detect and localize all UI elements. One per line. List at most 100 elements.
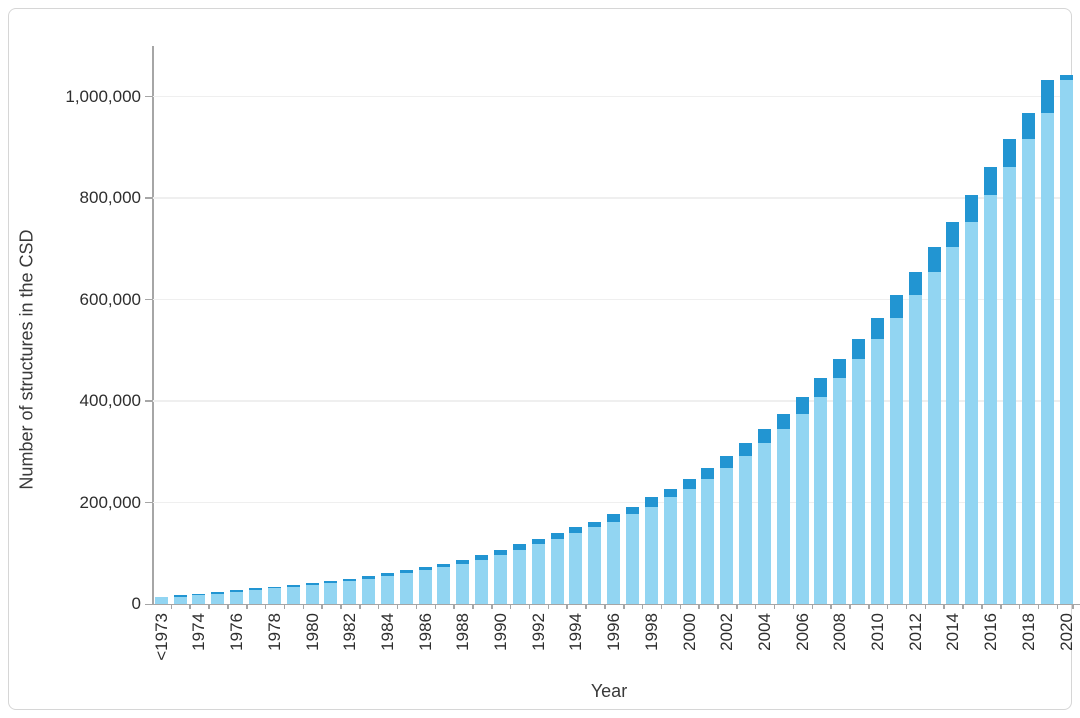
bar-1978: [267, 586, 281, 604]
bar-segment-previous-years: [663, 497, 677, 604]
x-axis-tick: [472, 604, 474, 609]
plot-area: [145, 46, 1080, 609]
bar-segment-added-in-year: [644, 497, 658, 508]
bar-segment-added-in-year: [795, 396, 809, 414]
bar-segment-previous-years: [305, 584, 319, 604]
bar-segment-previous-years: [399, 573, 413, 604]
x-axis-tick: [453, 604, 455, 609]
bar-segment-added-in-year: [965, 195, 979, 222]
gridline: [153, 501, 1073, 504]
bar-segment-added-in-year: [248, 588, 262, 591]
bar-segment-previous-years: [946, 247, 960, 604]
bar-segment-previous-years: [776, 428, 790, 604]
bar-2008: [833, 359, 847, 604]
bar-segment-added-in-year: [531, 539, 545, 545]
bar-1982: [343, 578, 357, 604]
x-axis-tick: [641, 604, 644, 609]
bar-segment-previous-years: [475, 559, 489, 604]
x-axis-tick-label: 2006: [792, 613, 812, 651]
x-axis-tick-label: 2012: [905, 613, 925, 651]
bar-segment-added-in-year: [776, 413, 790, 429]
bar-2009: [852, 339, 866, 604]
bar-segment-previous-years: [739, 456, 753, 604]
bar-segment-previous-years: [1002, 167, 1016, 604]
y-axis-tick: [145, 501, 152, 504]
x-axis-tick: [227, 604, 229, 609]
bar-segment-previous-years: [682, 488, 696, 604]
chart-panel: Number of structures in the CSD Year 0 20…: [8, 8, 1080, 710]
bar-segment-previous-years: [324, 582, 338, 604]
bar-segment-added-in-year: [494, 549, 507, 555]
bar-2014: [946, 221, 960, 604]
x-axis-tick: [264, 604, 267, 609]
bar-2005: [776, 413, 790, 604]
x-axis-tick: [170, 604, 173, 609]
x-axis-tick: [585, 604, 587, 609]
y-axis-tick-label: 400,000: [79, 391, 141, 411]
x-axis-tick-label: 1984: [377, 613, 397, 651]
bar-2020: [1059, 74, 1073, 604]
bar-segment-added-in-year: [267, 586, 281, 589]
bar-segment-previous-years: [795, 413, 809, 604]
bar-segment-added-in-year: [701, 467, 715, 479]
bar-segment-previous-years: [757, 442, 771, 604]
bar-2015: [965, 195, 979, 604]
x-axis-tick: [547, 604, 550, 609]
y-axis-tick: [145, 95, 152, 98]
bar-segment-previous-years: [267, 588, 281, 604]
bar-segment-added-in-year: [946, 221, 960, 248]
bar-segment-added-in-year: [456, 559, 470, 565]
y-axis-tick-label: 1,000,000: [65, 86, 141, 106]
bar-segment-added-in-year: [889, 295, 903, 318]
x-axis-tick-label: <1973: [151, 613, 171, 661]
bar-1990: [494, 549, 507, 604]
bar-segment-previous-years: [286, 586, 300, 604]
x-axis-tick: [698, 604, 700, 609]
x-axis-tick: [905, 604, 908, 609]
bar-segment-previous-years: [833, 378, 847, 604]
bar-segment-previous-years: [984, 195, 998, 604]
gridline: [153, 197, 1073, 199]
x-axis-tick: [962, 604, 964, 609]
bar-1988: [456, 559, 470, 604]
y-axis-tick: [145, 400, 152, 402]
bar-segment-previous-years: [248, 590, 262, 604]
bar-segment-added-in-year: [739, 442, 753, 457]
bar-segment-added-in-year: [362, 576, 376, 579]
x-axis-tick: [754, 604, 757, 609]
x-axis-tick: [246, 604, 248, 609]
bar-segment-previous-years: [550, 539, 564, 604]
bar-1995: [588, 522, 602, 604]
x-axis-tick: [340, 604, 342, 609]
x-axis-tick: [528, 604, 531, 609]
bar-segment-previous-years: [512, 549, 526, 604]
bar-segment-previous-years: [927, 272, 941, 604]
bar-segment-previous-years: [908, 295, 922, 604]
x-axis-tick: [886, 604, 889, 609]
x-axis-tick-label: 2004: [754, 613, 774, 651]
bar-segment-previous-years: [380, 576, 394, 604]
bar-1997: [625, 507, 639, 604]
bar-1992: [531, 539, 545, 604]
y-axis-title: Number of structures in the CSD: [17, 174, 38, 546]
bar-segment-added-in-year: [380, 573, 394, 577]
bar-segment-previous-years: [1059, 79, 1073, 604]
bar-segment-added-in-year: [286, 584, 300, 587]
x-axis-tick: [321, 604, 323, 609]
x-axis-tick: [509, 604, 512, 609]
bar-1987: [437, 564, 451, 604]
x-axis-tick-label: 1990: [491, 613, 510, 651]
bar-1981: [324, 580, 338, 604]
x-axis-tick: [811, 604, 814, 609]
bar-segment-added-in-year: [550, 532, 564, 540]
bar-segment-previous-years: [1040, 113, 1054, 604]
x-axis-tick-label: 2020: [1056, 613, 1076, 651]
bar-segment-added-in-year: [588, 522, 602, 528]
bar-2017: [1002, 138, 1016, 604]
bar-segment-added-in-year: [569, 527, 583, 533]
x-axis-tick: [1000, 604, 1002, 609]
bar-segment-added-in-year: [682, 478, 696, 489]
bar-segment-added-in-year: [418, 567, 432, 571]
bar-2001: [701, 467, 715, 604]
x-axis-tick-label: 2016: [981, 613, 1001, 651]
